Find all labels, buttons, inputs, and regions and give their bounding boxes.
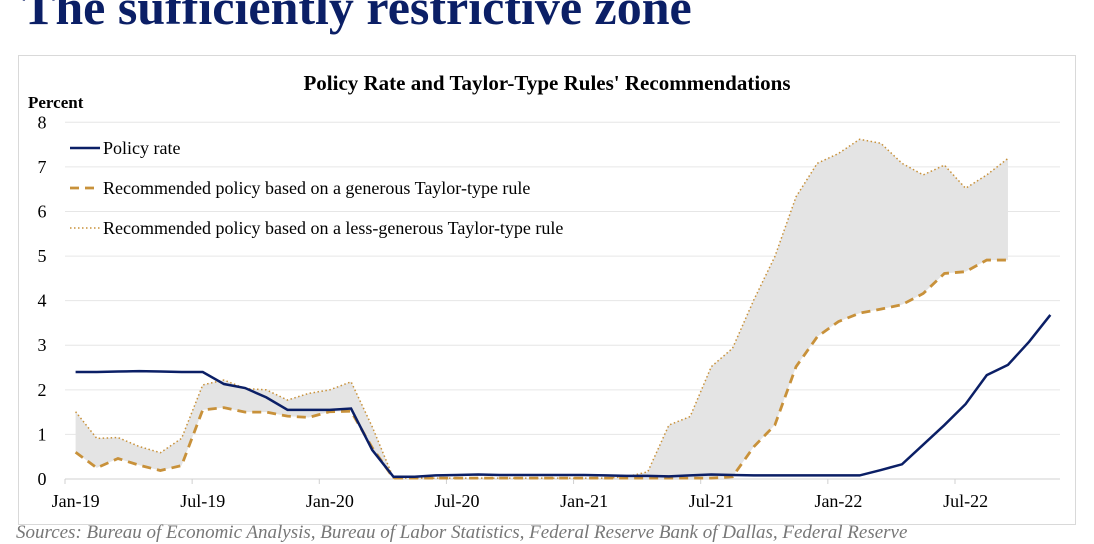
x-tick-label: Jan-19	[52, 491, 100, 511]
x-tick-label: Jul-19	[180, 491, 225, 511]
x-tick-label: Jul-21	[689, 491, 734, 511]
y-tick-label: 2	[38, 380, 47, 400]
series-line-dashed	[74, 258, 1008, 480]
source-note: Sources: Bureau of Economic Analysis, Bu…	[16, 522, 908, 543]
chart-title: Policy Rate and Taylor-Type Rules' Recom…	[303, 71, 790, 95]
y-tick-label: 4	[38, 291, 47, 311]
y-tick-label: 0	[38, 469, 47, 489]
x-tick-label: Jul-20	[435, 491, 480, 511]
y-tick-label: 3	[38, 335, 47, 355]
y-tick-label: 6	[38, 201, 47, 221]
y-tick-label: 5	[38, 246, 47, 266]
y-tick-label: 1	[38, 424, 47, 444]
y-tick-label: 7	[38, 157, 47, 177]
series-line-dotted	[75, 138, 1009, 479]
chart-frame	[18, 55, 1076, 525]
legend-label: Recommended policy based on a generous T…	[103, 178, 530, 198]
y-tick-label: 8	[38, 112, 47, 132]
shaded-band	[75, 139, 1008, 479]
legend-label: Policy rate	[103, 138, 180, 158]
x-tick-label: Jan-22	[814, 491, 862, 511]
series-line-solid	[75, 314, 1052, 479]
legend-label: Recommended policy based on a less-gener…	[103, 218, 563, 238]
y-axis-label: Percent	[28, 93, 84, 112]
x-tick-label: Jan-20	[306, 491, 354, 511]
headline: The sufficiently restrictive zone	[22, 0, 692, 35]
x-tick-label: Jul-22	[943, 491, 988, 511]
x-tick-label: Jan-21	[560, 491, 608, 511]
